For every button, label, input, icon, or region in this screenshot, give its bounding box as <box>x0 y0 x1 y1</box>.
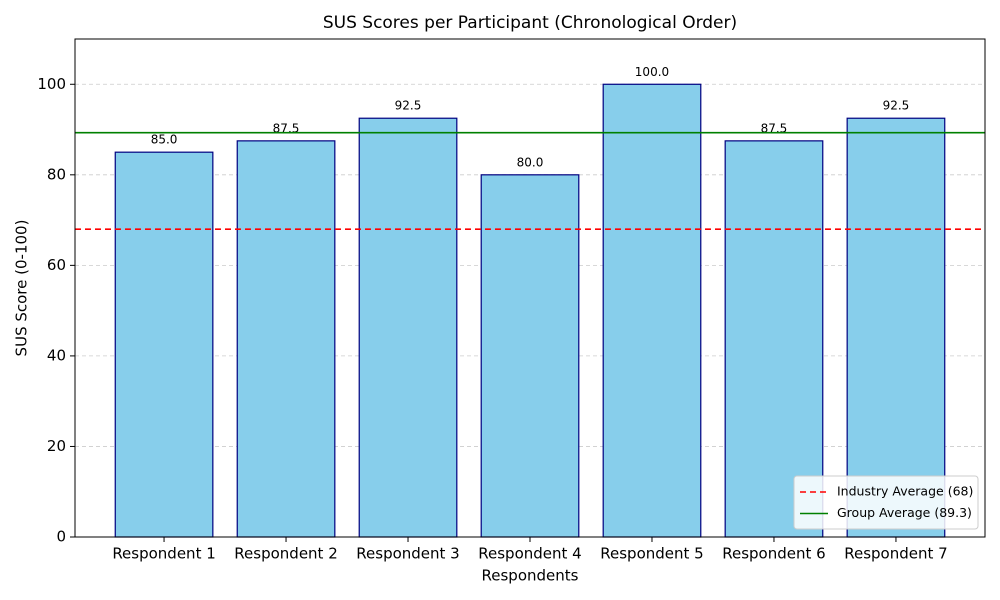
x-tick-label: Respondent 4 <box>478 545 581 563</box>
chart-title: SUS Scores per Participant (Chronologica… <box>323 13 737 33</box>
value-label: 92.5 <box>395 99 422 113</box>
bar <box>846 117 946 538</box>
legend-box <box>793 475 979 530</box>
value-label: 100.0 <box>635 65 669 79</box>
y-tick-label: 40 <box>47 346 66 364</box>
bar <box>480 174 580 538</box>
x-tick-label: Respondent 7 <box>844 545 947 563</box>
y-axis-label: SUS Score (0-100) <box>13 220 31 357</box>
value-label: 87.5 <box>761 121 788 135</box>
legend-label: Group Average (89.3) <box>837 505 972 520</box>
bar <box>724 140 824 538</box>
value-label: 80.0 <box>517 155 544 169</box>
x-tick-label: Respondent 3 <box>356 545 459 563</box>
x-tick-label: Respondent 6 <box>722 545 825 563</box>
value-label: 87.5 <box>273 121 300 135</box>
y-tick-label: 20 <box>47 437 66 455</box>
bar <box>236 140 336 538</box>
x-tick-label: Respondent 1 <box>112 545 215 563</box>
y-tick-label: 60 <box>47 256 66 274</box>
bar <box>114 151 214 538</box>
y-tick-label: 100 <box>37 75 66 93</box>
plot-frame <box>74 38 986 538</box>
y-tick-label: 80 <box>47 165 66 183</box>
x-tick-label: Respondent 5 <box>600 545 703 563</box>
y-tick-label: 0 <box>56 528 66 546</box>
legend-label: Industry Average (68) <box>837 484 973 499</box>
x-tick-label: Respondent 2 <box>234 545 337 563</box>
bar <box>602 83 702 538</box>
value-label: 92.5 <box>883 99 910 113</box>
x-axis-label: Respondents <box>482 567 579 585</box>
value-label: 85.0 <box>151 133 178 147</box>
bar <box>358 117 458 538</box>
